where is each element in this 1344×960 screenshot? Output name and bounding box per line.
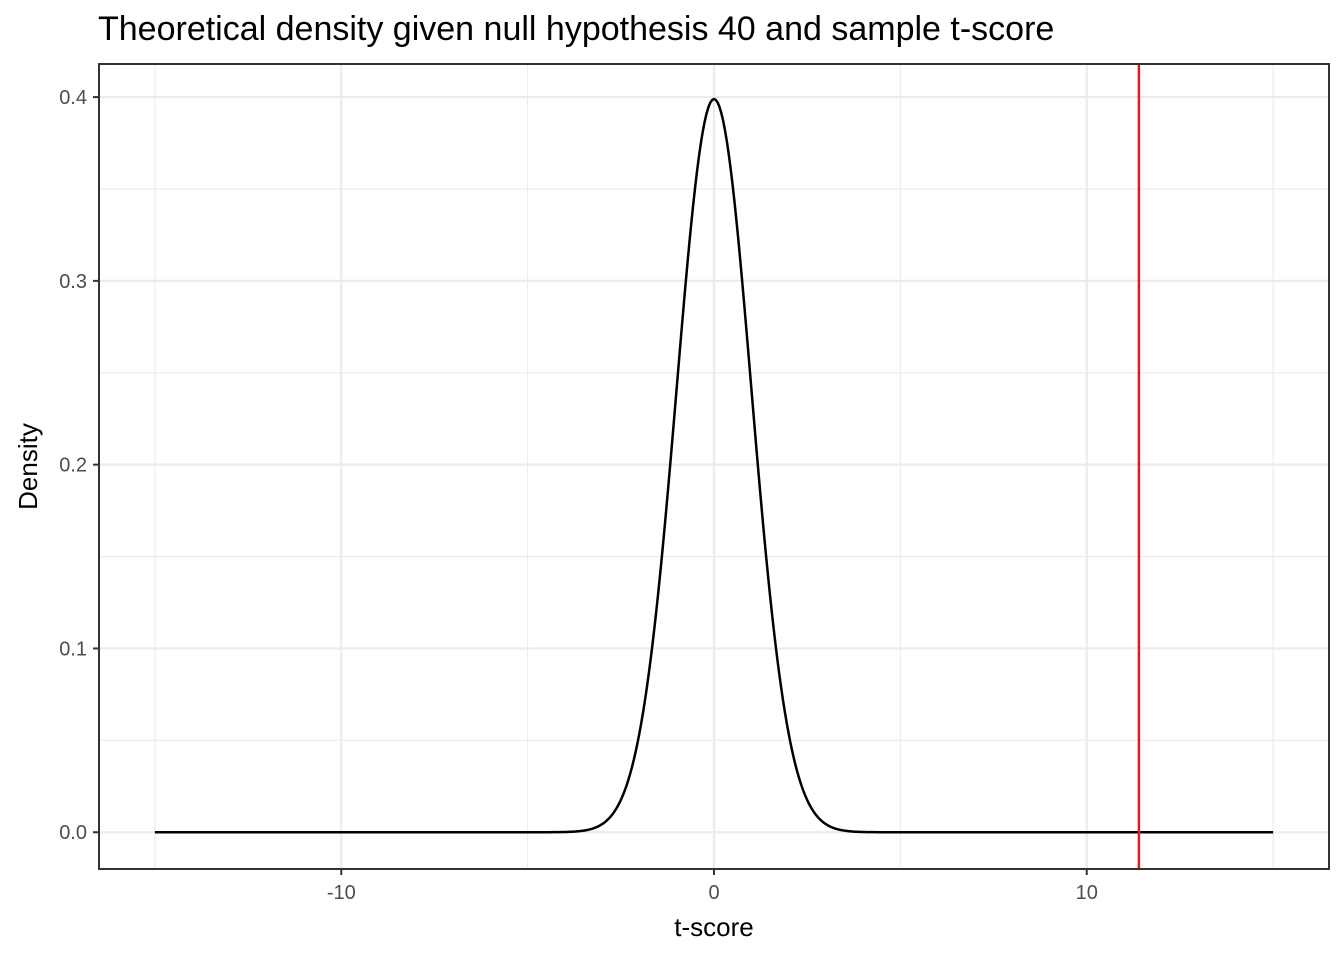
plot-area xyxy=(154,64,1274,869)
x-axis-title: t-score xyxy=(674,912,753,942)
grid xyxy=(99,64,1329,869)
y-tick-label: 0.3 xyxy=(59,271,87,293)
y-tick-label: 0.0 xyxy=(59,822,87,844)
y-tick-label: 0.1 xyxy=(59,638,87,660)
y-tick-label: 0.2 xyxy=(59,455,87,477)
density-curve xyxy=(154,97,1274,834)
x-tick-label: 10 xyxy=(1076,882,1098,904)
x-tick-label: -10 xyxy=(327,882,356,904)
chart-title: Theoretical density given null hypothesi… xyxy=(98,10,1054,48)
y-tick-label: 0.4 xyxy=(59,87,87,109)
x-tick-label: 0 xyxy=(708,882,719,904)
axes: -10 0 10 0.0 0.1 0.2 0.3 0.4 xyxy=(59,87,1098,904)
y-axis-title: Density xyxy=(13,423,43,510)
